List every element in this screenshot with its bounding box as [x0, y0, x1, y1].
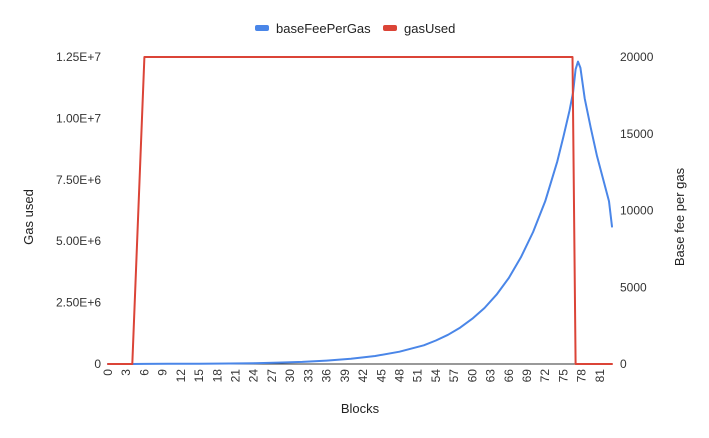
y-left-tick-label: 2.50E+6: [56, 296, 101, 310]
series-line-gasUsed: [107, 56, 613, 365]
x-tick-label: 6: [137, 369, 151, 376]
y-left-tick-label: 5.00E+6: [56, 234, 101, 248]
x-tick-label: 15: [192, 369, 206, 383]
y-right-tick-label: 5000: [620, 280, 647, 294]
legend-swatch-gasused: [383, 25, 397, 31]
x-tick-label: 63: [484, 369, 498, 383]
x-tick-label: 18: [210, 369, 224, 383]
x-tick-label: 27: [265, 369, 279, 383]
x-tick-label: 81: [593, 369, 607, 383]
y-left-tick-label: 7.50E+6: [56, 173, 101, 187]
x-tick-label: 12: [174, 369, 188, 383]
y-right-tick-label: 10000: [620, 204, 654, 218]
x-tick-label: 66: [502, 369, 516, 383]
legend-label-basefee: baseFeePerGas: [276, 21, 371, 36]
y-axis-left-title: Gas used: [21, 189, 36, 245]
x-tick-label: 24: [247, 369, 261, 383]
series-line-baseFeePerGas: [107, 60, 613, 365]
x-tick-label: 45: [374, 369, 388, 383]
x-tick-label: 48: [392, 369, 406, 383]
x-tick-label: 54: [429, 369, 443, 383]
x-tick-label: 72: [538, 369, 552, 383]
y-left-tick-label: 1.00E+7: [56, 111, 101, 125]
right-y-axis: 0 5000 10000 15000 20000: [620, 50, 654, 371]
y-right-tick-label: 15000: [620, 127, 654, 141]
x-tick-label: 36: [320, 369, 334, 383]
x-tick-label: 33: [301, 369, 315, 383]
x-tick-label: 30: [283, 369, 297, 383]
x-tick-label: 51: [411, 369, 425, 383]
y-left-tick-label: 0: [94, 357, 101, 371]
x-tick-label: 39: [338, 369, 352, 383]
x-axis-title: Blocks: [341, 401, 380, 416]
x-tick-label: 9: [156, 369, 170, 376]
y-axis-right-title: Base fee per gas: [672, 167, 687, 266]
x-tick-label: 75: [556, 369, 570, 383]
x-axis: 0 3 6 9 12 15 18 21 24 27 30 33 36 39 42 45 48 51 54 57 60 63…: [101, 369, 607, 383]
plot-area: 0 2.50E+6 5.00E+6 7.50E+6 1.00E+7 1.25E+7 0 50…: [56, 50, 654, 382]
y-right-tick-label: 0: [620, 357, 627, 371]
legend-label-gasused: gasUsed: [404, 21, 455, 36]
x-tick-label: 69: [520, 369, 534, 383]
x-tick-label: 0: [101, 369, 115, 376]
x-tick-label: 3: [119, 369, 133, 376]
y-left-tick-label: 1.25E+7: [56, 50, 101, 64]
x-tick-label: 57: [447, 369, 461, 383]
left-y-axis: 0 2.50E+6 5.00E+6 7.50E+6 1.00E+7 1.25E+7: [56, 50, 101, 371]
y-right-tick-label: 20000: [620, 50, 654, 64]
x-tick-label: 21: [229, 369, 243, 383]
x-tick-label: 60: [465, 369, 479, 383]
legend: baseFeePerGas gasUsed: [255, 21, 455, 36]
x-tick-label: 42: [356, 369, 370, 383]
x-tick-label: 78: [575, 369, 589, 383]
series-layer: [107, 56, 613, 365]
legend-swatch-basefee: [255, 25, 269, 31]
